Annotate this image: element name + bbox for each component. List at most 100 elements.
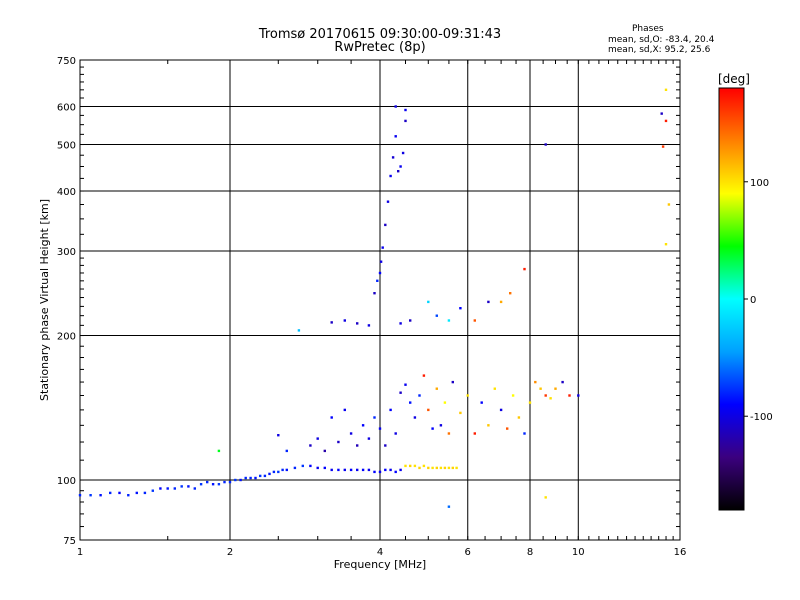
data-point	[404, 383, 407, 386]
y-tick-label: 750	[57, 56, 76, 67]
data-point	[323, 466, 326, 470]
data-point	[373, 416, 376, 419]
data-point	[301, 464, 304, 468]
data-point	[367, 324, 371, 327]
x-tick-label: 6	[465, 547, 471, 558]
chart-subtitle: RwPretec (8p)	[334, 40, 426, 55]
data-point	[263, 474, 267, 478]
data-point	[523, 267, 526, 271]
data-point	[451, 466, 454, 470]
data-point	[487, 300, 490, 304]
data-point	[378, 271, 382, 275]
data-point	[394, 470, 397, 474]
x-tick-label: 2	[227, 547, 233, 558]
data-point	[413, 416, 417, 419]
data-point	[78, 494, 82, 497]
data-point	[499, 300, 503, 304]
data-point	[397, 170, 400, 173]
data-point	[343, 319, 346, 322]
data-point	[480, 401, 483, 404]
data-point	[297, 329, 301, 332]
data-point	[323, 449, 326, 453]
data-point	[447, 319, 451, 322]
data-point	[439, 424, 443, 427]
data-point	[187, 485, 190, 488]
axis-minor-ticks	[79, 59, 681, 541]
data-point	[173, 487, 176, 490]
data-point	[166, 487, 169, 490]
data-point	[539, 387, 542, 390]
data-point	[381, 246, 384, 249]
data-point	[349, 432, 353, 435]
data-point	[272, 470, 276, 474]
y-tick-label: 75	[63, 536, 76, 547]
data-point	[159, 487, 162, 490]
data-point	[109, 491, 112, 495]
data-point	[293, 466, 297, 470]
data-point	[316, 437, 319, 440]
colorbar-tick-label: -100	[750, 412, 773, 423]
data-point	[384, 223, 387, 227]
data-point	[447, 466, 451, 470]
data-point	[389, 408, 392, 412]
data-point	[349, 468, 353, 472]
data-point	[447, 505, 451, 508]
data-point	[199, 483, 203, 486]
colorbar-label: [deg]	[718, 72, 750, 86]
colorbar-tick-label: 0	[750, 295, 756, 306]
data-point	[143, 491, 147, 495]
data-point	[544, 143, 547, 146]
data-point	[234, 478, 237, 482]
data-point	[493, 387, 496, 390]
data-point	[378, 427, 382, 430]
data-point	[361, 468, 365, 472]
data-point	[544, 394, 547, 397]
data-point	[418, 466, 421, 470]
data-point	[447, 432, 451, 435]
data-point	[367, 468, 371, 472]
data-point	[337, 468, 340, 472]
x-axis-ticks: 1 2 4 6 8 10 16	[77, 547, 687, 558]
data-point	[384, 444, 387, 447]
x-tick-label: 10	[572, 547, 585, 558]
data-point	[413, 464, 417, 468]
data-point	[211, 483, 215, 486]
data-point	[439, 466, 443, 470]
data-point	[499, 408, 503, 412]
data-point	[418, 394, 421, 397]
data-point	[404, 464, 407, 468]
data-point	[577, 394, 580, 397]
x-axis-label: Frequency [MHz]	[334, 558, 426, 571]
data-point	[330, 321, 333, 324]
y-tick-label: 500	[57, 141, 76, 152]
data-point	[549, 397, 552, 400]
chart-title: Tromsø 20170615 09:30:00-09:31:43	[258, 27, 502, 42]
data-point	[509, 292, 512, 295]
data-point	[180, 485, 183, 488]
data-point	[249, 476, 252, 480]
data-point	[404, 108, 407, 112]
colorbar-ticks: 100 0 -100	[744, 178, 773, 423]
data-point	[244, 476, 247, 480]
y-tick-label: 400	[57, 187, 76, 198]
data-point	[544, 496, 547, 499]
colorbar	[718, 87, 745, 511]
data-point	[135, 491, 138, 495]
data-point	[431, 427, 434, 430]
data-point	[389, 174, 392, 178]
data-point	[435, 466, 438, 470]
data-point	[667, 203, 671, 206]
data-point	[277, 470, 280, 474]
data-point	[223, 480, 226, 484]
data-point	[367, 437, 371, 440]
data-point	[660, 112, 663, 115]
data-point	[473, 319, 476, 322]
phase-stats-x: mean, sd,X: 95.2, 25.6	[608, 45, 711, 55]
phase-stats-o: mean, sd,O: -83.4, 20.4	[608, 35, 715, 45]
data-point	[356, 468, 359, 472]
data-point	[285, 449, 288, 453]
data-point	[404, 119, 407, 123]
data-point	[389, 468, 392, 472]
data-point	[343, 408, 346, 412]
